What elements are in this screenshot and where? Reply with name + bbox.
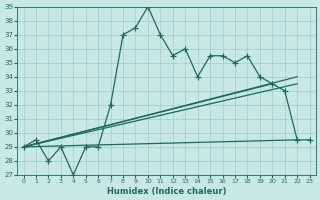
X-axis label: Humidex (Indice chaleur): Humidex (Indice chaleur) (107, 187, 226, 196)
